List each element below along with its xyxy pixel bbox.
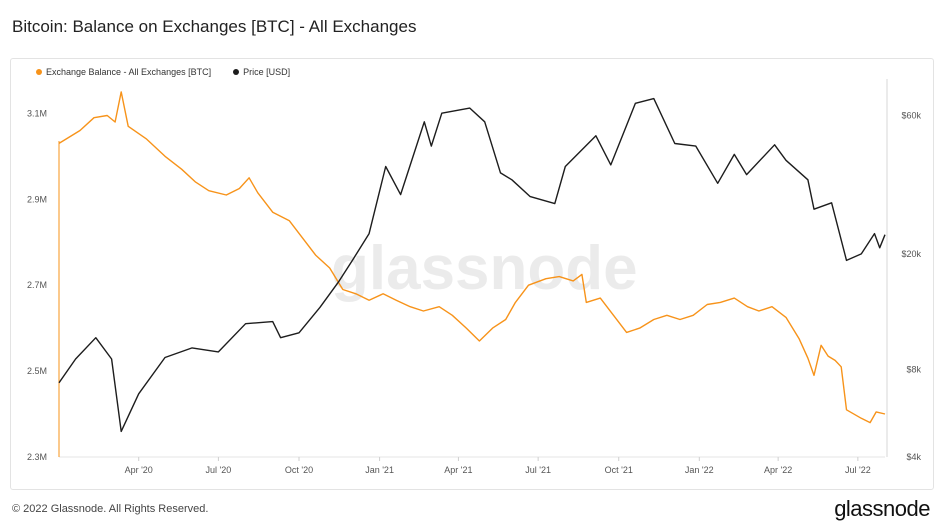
x-tick-label: Jul '21 xyxy=(525,465,551,475)
y-right-tick-label: $4k xyxy=(906,452,921,462)
axes: 3.1M 2.9M 2.7M 2.5M 2.3M $60k $20k $8k $4k Apr '2… xyxy=(27,79,921,475)
series-lines xyxy=(58,91,886,433)
line-chart: glassnode 3.1M 2.9M 2.7M 2.5M 2.3M $60k $20k $8… xyxy=(27,79,921,475)
chart-panel: Exchange Balance - All Exchanges [BTC] P… xyxy=(10,58,934,490)
x-tick-label: Jan '21 xyxy=(365,465,394,475)
x-tick-label: Apr '20 xyxy=(125,465,153,475)
series-line-exchange-balance xyxy=(58,91,886,424)
x-tick-label: Jul '22 xyxy=(845,465,871,475)
series-line-price xyxy=(58,97,886,433)
y-right-tick-label: $20k xyxy=(901,249,921,259)
y-left-tick-label: 2.7M xyxy=(27,280,47,290)
watermark: glassnode xyxy=(331,234,638,303)
legend-dot-price xyxy=(233,69,240,75)
legend-label-price: Price [USD] xyxy=(243,67,291,77)
y-right-tick-label: $8k xyxy=(906,365,921,375)
x-tick-label: Oct '20 xyxy=(285,465,313,475)
legend-item-price[interactable]: Price [USD] xyxy=(233,67,290,77)
brand-logo[interactable]: glassnode xyxy=(834,496,930,521)
x-tick-label: Apr '21 xyxy=(444,465,472,475)
chart-title: Bitcoin: Balance on Exchanges [BTC] - Al… xyxy=(12,17,417,36)
x-tick-label: Apr '22 xyxy=(764,465,792,475)
y-left-tick-label: 3.1M xyxy=(27,108,47,118)
y-left-tick-label: 2.5M xyxy=(27,366,47,376)
x-tick-label: Jan '22 xyxy=(685,465,714,475)
legend-dot-balance xyxy=(36,69,42,75)
legend-item-balance[interactable]: Exchange Balance - All Exchanges [BTC] xyxy=(36,67,211,77)
y-left-tick-label: 2.9M xyxy=(27,194,47,204)
x-tick-label: Oct '21 xyxy=(605,465,633,475)
x-tick-label: Jul '20 xyxy=(206,465,232,475)
legend-label-balance: Exchange Balance - All Exchanges [BTC] xyxy=(46,67,212,77)
legend: Exchange Balance - All Exchanges [BTC] P… xyxy=(36,67,290,77)
y-left-tick-label: 2.3M xyxy=(27,452,47,462)
copyright-text: © 2022 Glassnode. All Rights Reserved. xyxy=(12,503,209,515)
y-right-tick-label: $60k xyxy=(901,110,921,120)
